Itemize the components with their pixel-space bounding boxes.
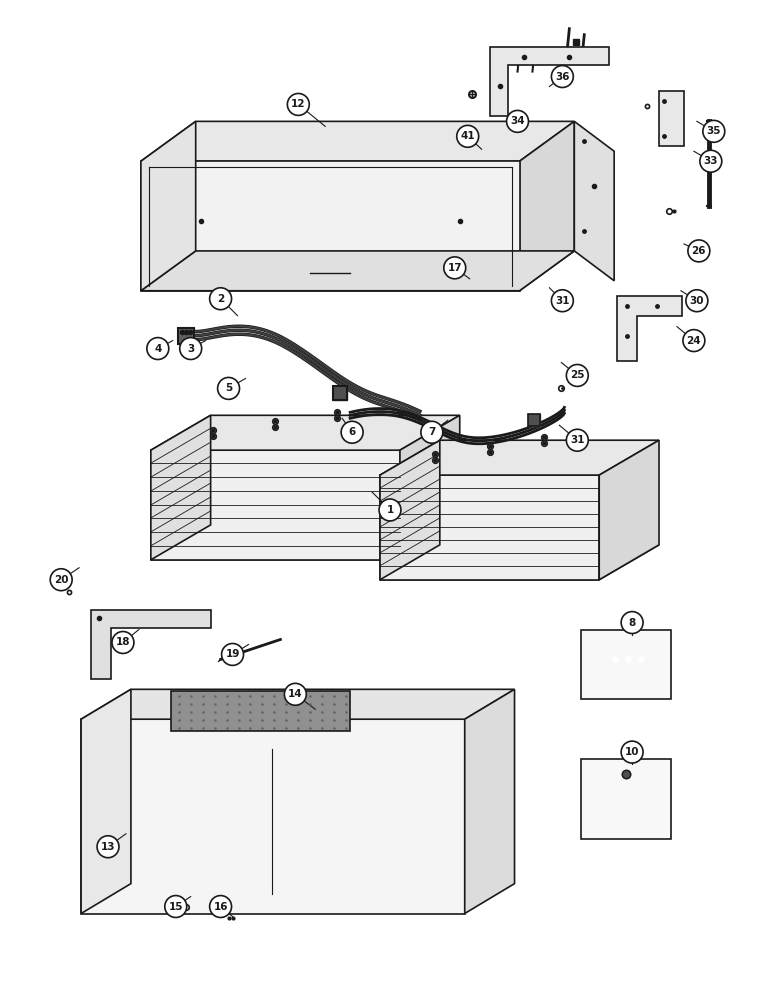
Circle shape [703, 120, 725, 142]
Text: 35: 35 [706, 126, 721, 136]
Polygon shape [380, 545, 659, 580]
Bar [581, 630, 671, 699]
Text: 10: 10 [625, 747, 639, 757]
Circle shape [457, 125, 479, 147]
Text: 17: 17 [448, 263, 462, 273]
Circle shape [147, 338, 169, 360]
Circle shape [567, 364, 588, 386]
Polygon shape [151, 415, 460, 450]
Text: 6: 6 [348, 427, 356, 437]
Text: 36: 36 [555, 72, 570, 82]
Circle shape [222, 643, 243, 665]
Text: 20: 20 [54, 575, 69, 585]
Circle shape [164, 896, 187, 917]
Circle shape [621, 741, 643, 763]
Polygon shape [91, 610, 211, 679]
Text: 2: 2 [217, 294, 224, 304]
Polygon shape [141, 251, 574, 291]
Text: 34: 34 [510, 116, 525, 126]
Polygon shape [380, 475, 599, 580]
Circle shape [683, 330, 705, 352]
Text: 14: 14 [288, 689, 303, 699]
Polygon shape [151, 415, 211, 560]
Text: 12: 12 [291, 99, 306, 109]
Text: 18: 18 [116, 637, 130, 647]
Circle shape [97, 836, 119, 858]
Circle shape [210, 288, 232, 310]
Polygon shape [81, 719, 465, 914]
Polygon shape [596, 794, 656, 819]
Circle shape [180, 338, 201, 360]
Circle shape [210, 896, 232, 917]
Polygon shape [599, 440, 659, 580]
Text: 8: 8 [628, 618, 635, 628]
Text: 16: 16 [213, 902, 228, 912]
Polygon shape [141, 161, 520, 291]
Text: 5: 5 [225, 383, 232, 393]
Polygon shape [400, 415, 460, 560]
Circle shape [621, 612, 643, 634]
Polygon shape [603, 651, 648, 679]
Polygon shape [489, 47, 609, 116]
Circle shape [112, 632, 134, 653]
Circle shape [379, 499, 401, 521]
Circle shape [506, 110, 529, 132]
Circle shape [686, 290, 708, 312]
Bar [581, 759, 671, 839]
Text: 31: 31 [555, 296, 570, 306]
Circle shape [421, 421, 443, 443]
Polygon shape [574, 121, 615, 281]
Polygon shape [151, 525, 460, 560]
Polygon shape [618, 779, 634, 797]
Circle shape [218, 377, 239, 399]
Text: 13: 13 [101, 842, 115, 852]
Text: 15: 15 [168, 902, 183, 912]
Text: 24: 24 [686, 336, 701, 346]
Text: 4: 4 [154, 344, 161, 354]
Circle shape [50, 569, 72, 591]
Polygon shape [380, 440, 659, 475]
Polygon shape [141, 121, 574, 161]
Polygon shape [81, 689, 514, 719]
Polygon shape [141, 121, 195, 291]
Circle shape [287, 93, 310, 115]
Text: 31: 31 [570, 435, 584, 445]
Text: 26: 26 [692, 246, 706, 256]
Polygon shape [380, 440, 440, 580]
Circle shape [284, 683, 306, 705]
Text: 41: 41 [460, 131, 475, 141]
Polygon shape [520, 121, 574, 291]
Circle shape [551, 290, 574, 312]
Text: 30: 30 [689, 296, 704, 306]
Text: 1: 1 [386, 505, 394, 515]
Circle shape [444, 257, 466, 279]
Circle shape [341, 421, 363, 443]
Polygon shape [171, 691, 350, 731]
Polygon shape [465, 689, 514, 914]
Text: 19: 19 [225, 649, 240, 659]
Circle shape [688, 240, 709, 262]
Text: 33: 33 [703, 156, 718, 166]
Polygon shape [659, 91, 684, 146]
Text: 7: 7 [428, 427, 435, 437]
Text: 25: 25 [570, 370, 584, 380]
Polygon shape [151, 450, 400, 560]
Circle shape [567, 429, 588, 451]
Polygon shape [81, 689, 131, 914]
Circle shape [700, 150, 722, 172]
Polygon shape [617, 296, 682, 361]
Circle shape [551, 66, 574, 87]
Text: 3: 3 [187, 344, 195, 354]
